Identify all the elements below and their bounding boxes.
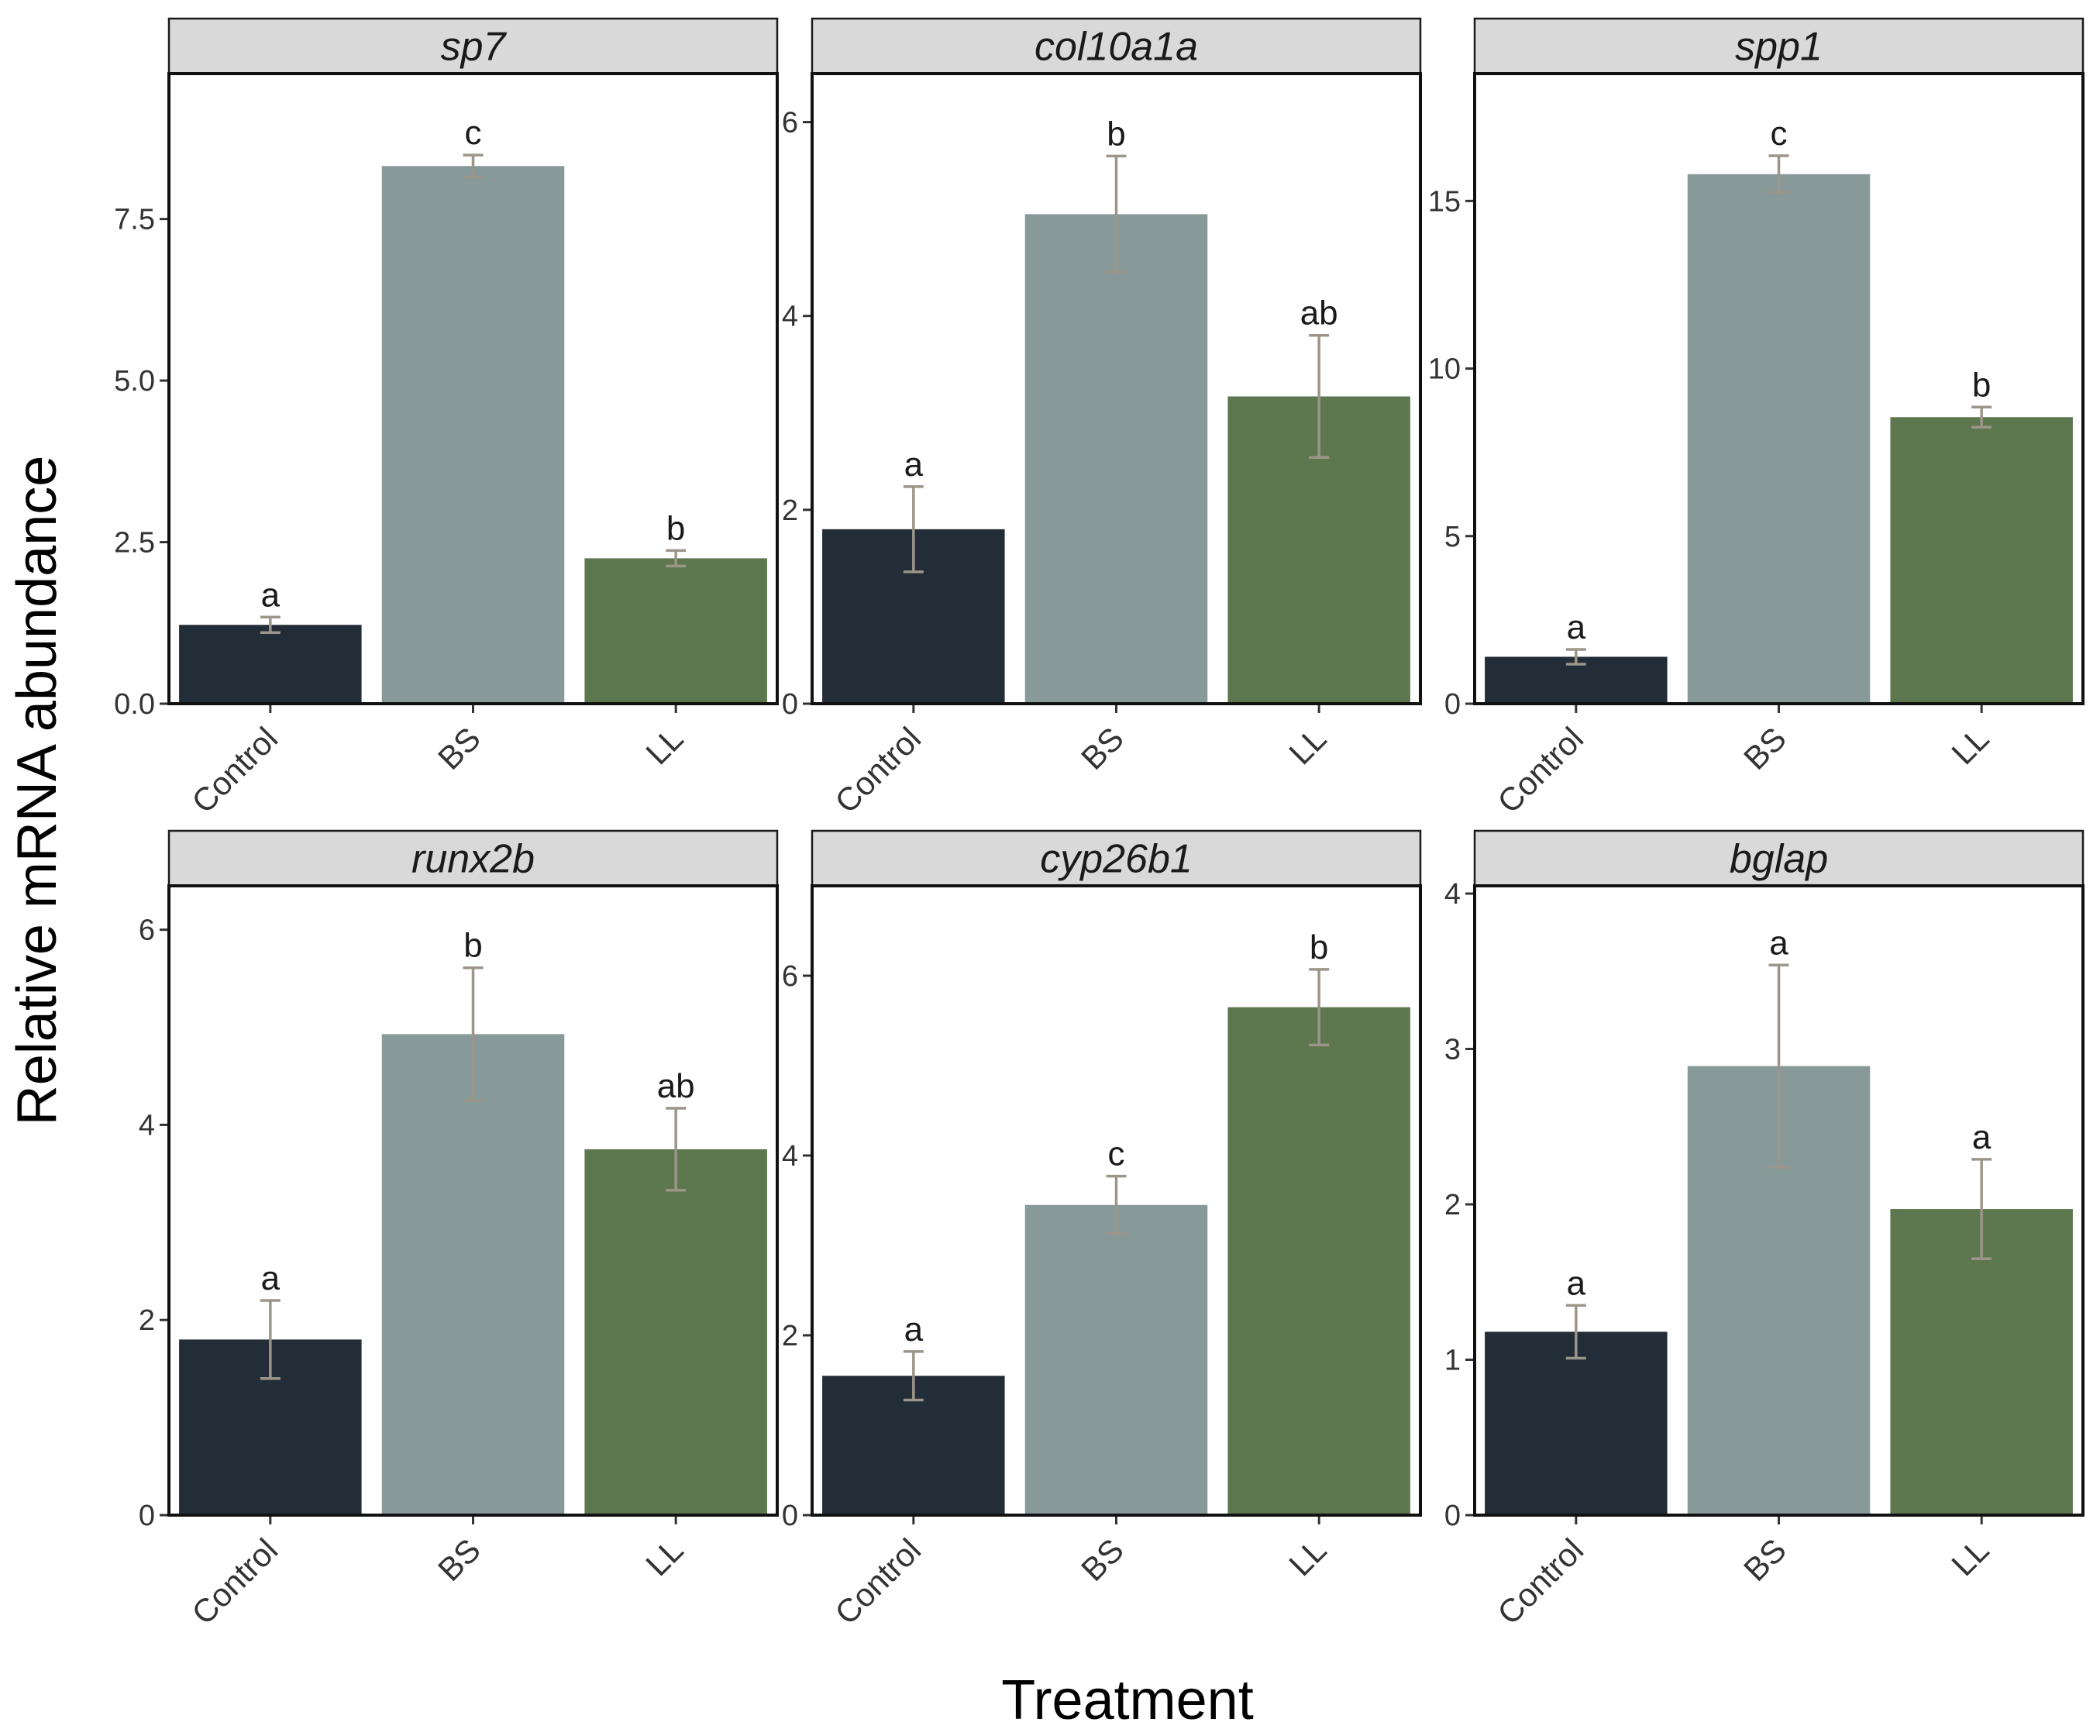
x-tick-label: Control [1490,1531,1590,1631]
significance-letter: b [1107,115,1125,153]
panel-title: bglap [1730,837,1828,882]
significance-letter: a [1567,608,1586,646]
panel-border [1473,72,2085,705]
panel-title: runx2b [411,837,535,882]
x-tick-label: Control [184,1531,284,1631]
significance-letter: c [1108,1135,1125,1173]
significance-letter: a [261,576,281,614]
y-tick-label: 0 [782,688,798,721]
y-tick-label: 0 [1444,1500,1461,1532]
panel-col10a1a: col10a1a a Control b BS ab LL 0 2 4 6 [782,17,1422,820]
significance-letter: a [1769,924,1788,962]
panel-border [811,884,1422,1517]
y-tick-label: 4 [782,1140,798,1173]
bar-bs [1687,174,1871,704]
x-tick-label: BS [1074,1531,1131,1588]
bar-bs [381,166,565,704]
panel-title: spp1 [1735,25,1823,70]
bar-ll [1890,417,2073,704]
significance-letter: a [904,446,924,484]
bar-ll [584,1149,767,1515]
x-tick-label: BS [1737,720,1793,777]
x-tick-label: LL [1944,1531,1995,1583]
x-tick-label: BS [1074,720,1131,777]
x-tick-label: BS [431,1531,487,1588]
y-tick-label: 4 [139,1109,155,1142]
x-axis-title: Treatment [1001,1669,1253,1731]
panel-strip [1473,829,2085,887]
y-tick-label: 5.0 [114,365,155,398]
x-tick-label: Control [828,720,928,820]
x-tick-label: BS [431,720,487,777]
bar-ll [1227,1007,1410,1515]
y-tick-label: 2 [139,1304,155,1337]
panel-title: col10a1a [1035,25,1198,70]
panel-title: sp7 [441,25,508,70]
panel-sp7: sp7 a Control c BS b LL 0.0 2.5 5.0 7.5 [114,17,779,820]
bar-ll [584,558,767,704]
x-tick-label: Control [184,720,284,820]
panel-title: cyp26b1 [1040,837,1193,882]
panel-bglap: bglap a Control a BS a LL 0 1 2 3 4 [1444,829,2085,1631]
x-tick-label: LL [1944,720,1995,771]
panel-strip [1473,17,2085,75]
bar-bs [1024,214,1208,704]
y-tick-label: 7.5 [114,204,155,236]
y-tick-label: 4 [1444,878,1461,911]
x-tick-label: Control [828,1531,928,1631]
bar-bs [381,1034,565,1515]
significance-letter: a [1567,1264,1586,1302]
significance-letter: c [465,114,482,152]
panel-strip [167,829,779,887]
panels: sp7 a Control c BS b LL 0.0 2.5 5.0 7.5 col10a1a a Co… [114,17,2085,1631]
panel-spp1: spp1 a Control c BS b LL 0 5 10 15 [1428,17,2085,820]
panel-border [1473,884,2085,1517]
y-axis-title: Relative mRNA abundance [6,456,68,1126]
y-tick-label: 0 [139,1500,155,1532]
y-tick-label: 6 [782,960,798,993]
significance-letter: c [1771,115,1788,153]
panel-border [167,884,779,1517]
y-tick-label: 2 [782,494,798,527]
y-tick-label: 6 [139,914,155,947]
y-tick-label: 0.0 [114,688,155,721]
significance-letter: a [904,1311,924,1348]
significance-letter: b [666,509,685,547]
x-tick-label: LL [639,1531,690,1583]
significance-letter: b [463,927,482,965]
x-tick-label: Control [1490,720,1590,820]
y-tick-label: 2 [782,1320,798,1352]
significance-letter: b [1310,928,1328,966]
y-tick-label: 4 [782,301,798,333]
significance-letter: ab [657,1067,695,1105]
panel-runx2b: runx2b a Control b BS ab LL 0 2 4 6 [139,829,779,1631]
y-tick-label: 15 [1428,185,1461,218]
y-tick-label: 0 [782,1500,798,1532]
significance-letter: a [261,1259,281,1297]
y-tick-label: 6 [782,107,798,140]
panel-strip [167,17,779,75]
y-tick-label: 10 [1428,353,1461,386]
y-tick-label: 3 [1444,1034,1461,1066]
y-tick-label: 2 [1444,1189,1461,1221]
bar-control [179,625,362,704]
x-tick-label: LL [1282,720,1333,771]
panel-border [167,72,779,705]
y-tick-label: 5 [1444,521,1461,553]
significance-letter: ab [1300,294,1338,332]
x-tick-label: BS [1737,1531,1793,1588]
y-tick-label: 2.5 [114,527,155,560]
x-tick-label: LL [639,720,690,771]
bar-control [1485,1331,1668,1515]
significance-letter: b [1972,366,1991,404]
y-tick-label: 0 [1444,688,1461,721]
panel-border [811,72,1422,705]
significance-letter: a [1972,1118,1992,1156]
bar-bs [1024,1204,1208,1515]
y-tick-label: 1 [1444,1345,1461,1377]
panel-strip [811,17,1422,75]
x-tick-label: LL [1282,1531,1333,1583]
panel-cyp26b1: cyp26b1 a Control c BS b LL 0 2 4 6 [782,829,1422,1631]
